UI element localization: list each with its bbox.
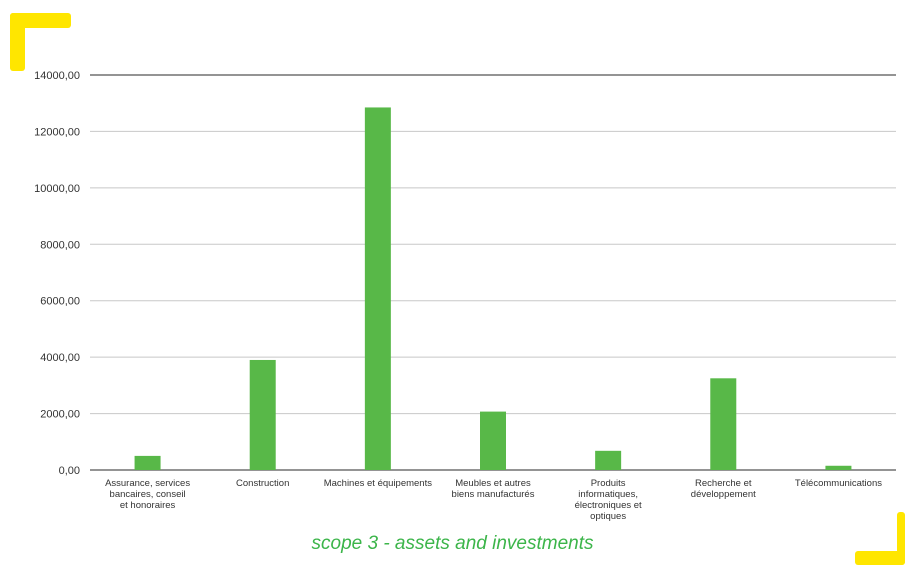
corner-accent-top-left-vertical: [10, 13, 25, 71]
corner-accent-top-left-horizontal: [10, 13, 71, 28]
x-tick-label-line: Meubles et autres: [455, 478, 531, 489]
y-tick-label: 4000,00: [40, 352, 80, 364]
bar: [710, 378, 737, 470]
x-tick-label: Produits informatiques, électroniques et op…: [575, 478, 642, 522]
bar: [825, 465, 852, 470]
x-tick-label-line: optiques: [590, 511, 626, 522]
x-tick-label-line: Produits: [591, 478, 626, 489]
x-tick-label-line: Machines et équipements: [324, 478, 433, 489]
x-tick-label: Construction: [236, 478, 289, 489]
y-tick-label: 12000,00: [34, 126, 80, 138]
x-tick-label: Meubles et autres biens manufacturés: [452, 478, 535, 500]
bar-chart: 0,00 2000,00 4000,00 6000,00 8000,00 10000,00…: [34, 70, 896, 522]
y-tick-label: 14000,00: [34, 70, 80, 82]
bar: [134, 455, 161, 470]
bar: [249, 359, 276, 470]
x-tick-label-line: informatiques,: [578, 489, 638, 500]
x-tick-label-line: Construction: [236, 478, 289, 489]
x-tick-label-line: Assurance, services: [105, 478, 190, 489]
x-tick-label-line: développement: [691, 489, 756, 500]
x-tick-label: Assurance, services bancaires, conseil et …: [105, 478, 190, 511]
corner-accent-bottom-right-horizontal: [855, 551, 905, 565]
y-tick-label: 6000,00: [40, 296, 80, 308]
x-tick-label-line: bancaires, conseil: [110, 489, 186, 500]
x-tick-label: Machines et équipements: [324, 478, 433, 489]
bar: [480, 411, 506, 470]
x-tick-label-line: et honoraires: [120, 500, 176, 511]
y-tick-label: 2000,00: [40, 409, 80, 421]
corner-accent-bottom-right-vertical: [897, 512, 905, 565]
x-tick-label: Recherche et développement: [691, 478, 756, 500]
chart-caption: scope 3 - assets and investments: [311, 533, 594, 554]
x-tick-label-line: Recherche et: [695, 478, 752, 489]
y-tick-label: 0,00: [59, 465, 80, 477]
bar: [595, 450, 622, 470]
x-tick-label: Télécommunications: [795, 478, 882, 489]
x-tick-label-line: électroniques et: [575, 500, 642, 511]
bar: [364, 107, 391, 471]
x-tick-label-line: Télécommunications: [795, 478, 882, 489]
x-tick-label-line: biens manufacturés: [452, 489, 535, 500]
y-tick-label: 10000,00: [34, 183, 80, 195]
y-tick-label: 8000,00: [40, 239, 80, 251]
